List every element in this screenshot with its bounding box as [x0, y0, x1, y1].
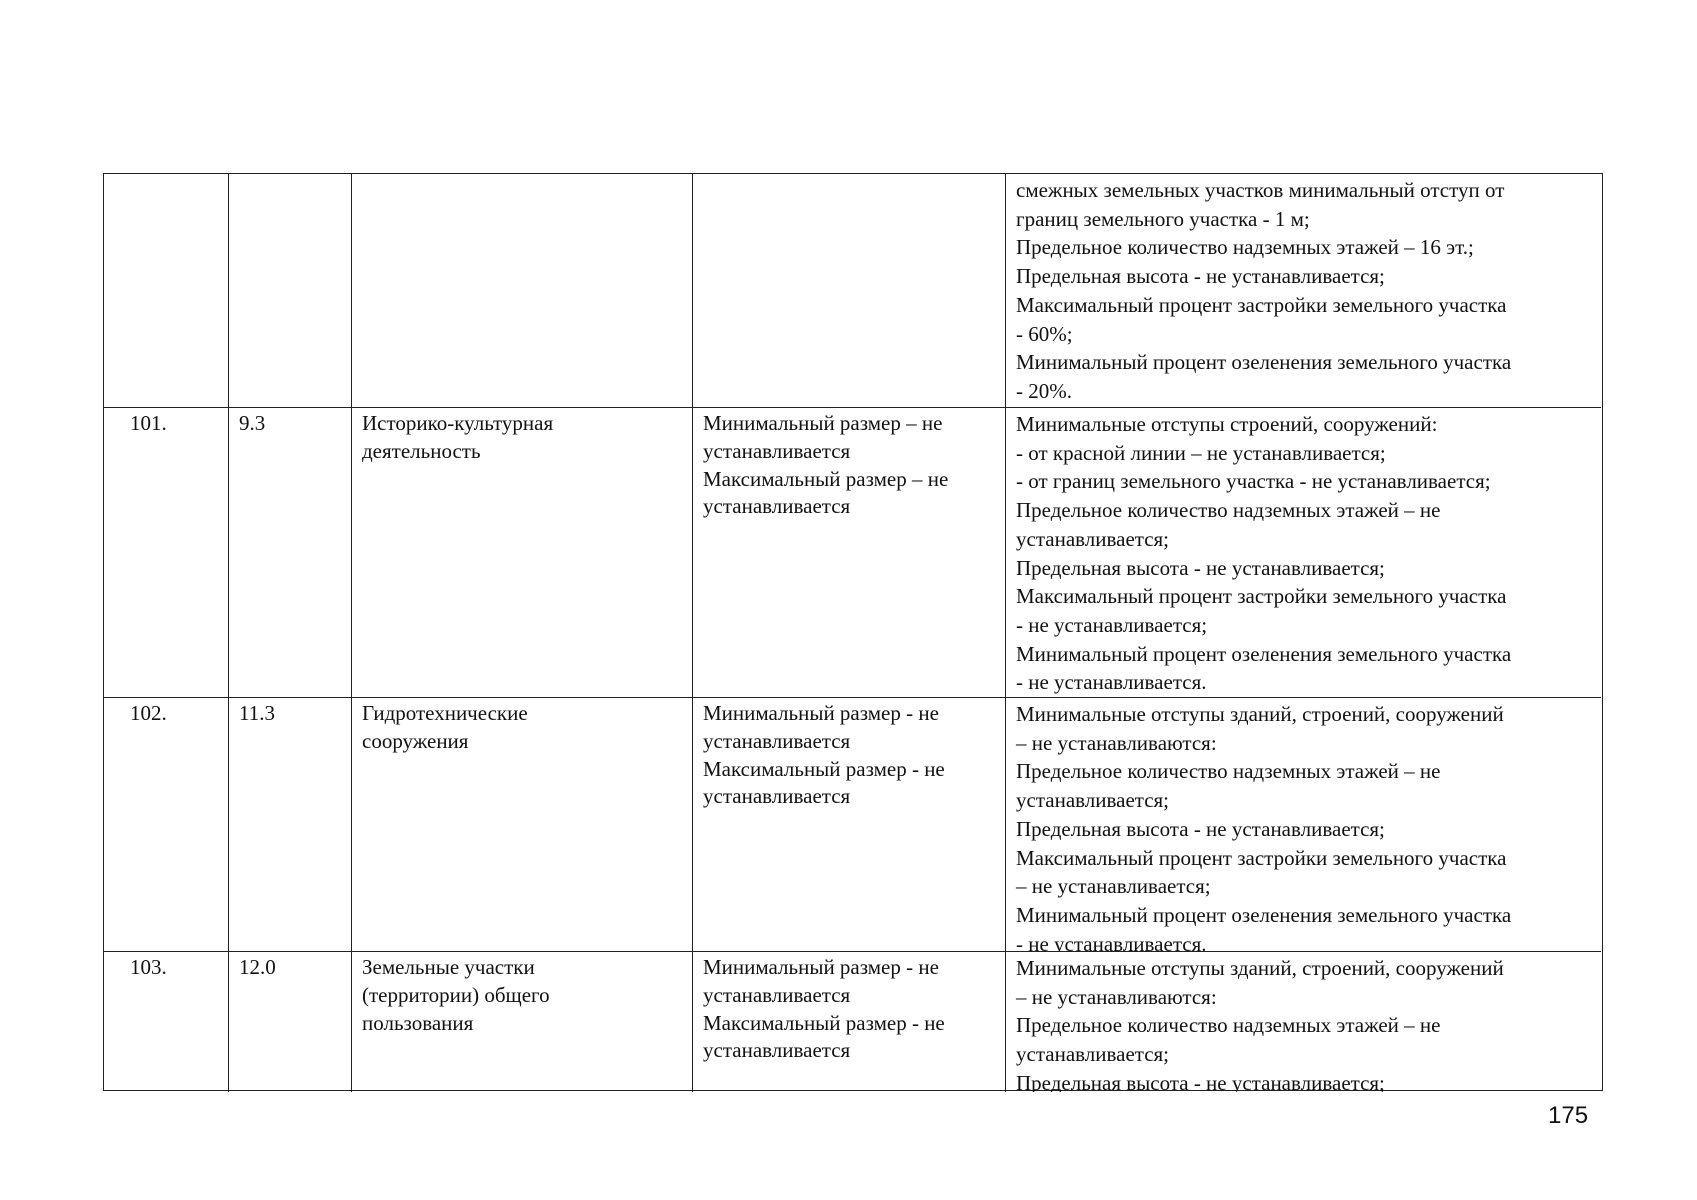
code-cell: 9.3	[229, 408, 352, 698]
cell-text-line: Минимальные отступы зданий, строений, со…	[1016, 702, 1504, 726]
code-cell: 12.0	[229, 952, 352, 1092]
cell-text-line: 12.0	[239, 955, 276, 979]
cell-text-line: устанавливается	[703, 784, 851, 809]
cell-text-line: Максимальный процент застройки земельног…	[1016, 845, 1507, 870]
cell-text-line: Минимальные отступы строений, сооружений…	[1016, 412, 1438, 436]
cell-text-line: - не устанавливается.	[1016, 931, 1207, 952]
row-number-cell: 103.	[104, 952, 229, 1092]
use-type-cell	[352, 174, 693, 408]
cell-text-line: устанавливается	[703, 728, 851, 753]
cell-text-line: Предельная высота - не устанавливается;	[1016, 264, 1385, 289]
cell-text-line: Максимальный размер – не	[703, 466, 949, 491]
cell-text-line: пользования	[362, 1010, 474, 1035]
cell-text-line: Минимальный размер - не	[703, 955, 939, 979]
cell-text-line: 101.	[130, 411, 167, 435]
cell-text-line: Минимальный процент озеленения земельног…	[1016, 350, 1512, 375]
cell-text-line: Предельная высота - не устанавливается;	[1016, 816, 1385, 841]
cell-text-line: 9.3	[239, 411, 266, 435]
cell-text-line: Минимальные отступы зданий, строений, со…	[1016, 956, 1504, 980]
cell-text-line: Предельное количество надземных этажей –…	[1016, 235, 1474, 260]
cell-text-line: - не устанавливается;	[1016, 612, 1208, 637]
cell-text-line: - 20%.	[1016, 378, 1072, 403]
code-cell	[229, 174, 352, 408]
cell-text-line: 103.	[130, 955, 167, 979]
page-number: 175	[1548, 1102, 1589, 1129]
cell-text-line: Предельное количество надземных этажей –…	[1016, 498, 1441, 523]
cell-text-line: – не устанавливаются:	[1016, 730, 1217, 755]
cell-text-line: устанавливается;	[1016, 526, 1170, 551]
cell-text-line: - от границ земельного участка - не уста…	[1016, 469, 1491, 494]
cell-text-line: 102.	[130, 701, 167, 725]
cell-text-line: Максимальный размер - не	[703, 1010, 945, 1035]
parameters-cell: Минимальные отступы зданий, строений, со…	[1006, 698, 1601, 952]
cell-text-line: устанавливается	[703, 438, 851, 463]
cell-text-line: устанавливается;	[1016, 788, 1170, 813]
cell-text-line: устанавливается	[703, 494, 851, 519]
cell-text-line: – не устанавливается;	[1016, 874, 1211, 899]
cell-text-line: - не устанавливается.	[1016, 670, 1207, 695]
parameters-cell: Минимальные отступы строений, сооружений…	[1006, 408, 1601, 698]
cell-text-line: Минимальный размер – не	[703, 411, 943, 435]
row-number-cell: 101.	[104, 408, 229, 698]
cell-text-line: устанавливается	[703, 1038, 851, 1063]
cell-text-line: – не устанавливаются:	[1016, 984, 1217, 1009]
cell-text-line: Минимальный размер - не	[703, 701, 939, 725]
use-type-cell: Историко-культурная деятельность	[352, 408, 693, 698]
plot-size-cell: Минимальный размер - не устанавливается Ма…	[693, 952, 1006, 1092]
plot-size-cell: Минимальный размер – не устанавливается Ма…	[693, 408, 1006, 698]
cell-text-line: Предельное количество надземных этажей –…	[1016, 1013, 1441, 1038]
cell-text-line: Предельная высота - не устанавливается;	[1016, 555, 1385, 580]
use-type-cell: Земельные участки (территории) общего поль…	[352, 952, 693, 1092]
plot-size-cell	[693, 174, 1006, 408]
cell-text-line: Минимальный процент озеленения земельног…	[1016, 902, 1512, 927]
parameters-cell: смежных земельных участков минимальный о…	[1006, 174, 1601, 408]
cell-text-line: Предельное количество надземных этажей –…	[1016, 759, 1441, 784]
cell-text-line: устанавливается	[703, 982, 851, 1007]
cell-text-line: Предельная высота - не устанавливается;	[1016, 1070, 1385, 1092]
cell-text-line: границ земельного участка - 1 м;	[1016, 206, 1310, 231]
cell-text-line: - от красной линии – не устанавливается;	[1016, 440, 1386, 465]
row-number-cell	[104, 174, 229, 408]
cell-text-line: Гидротехнические	[362, 701, 528, 725]
cell-text-line: Максимальный процент застройки земельног…	[1016, 292, 1507, 317]
row-number-cell: 102.	[104, 698, 229, 952]
cell-text-line: смежных земельных участков минимальный о…	[1016, 178, 1505, 202]
cell-text-line: 11.3	[239, 701, 275, 725]
parameters-cell: Минимальные отступы зданий, строений, со…	[1006, 952, 1601, 1092]
use-type-cell: Гидротехнические сооружения	[352, 698, 693, 952]
cell-text-line: Минимальный процент озеленения земельног…	[1016, 641, 1512, 666]
cell-text-line: сооружения	[362, 728, 469, 753]
cell-text-line: (территории) общего	[362, 982, 550, 1007]
cell-text-line: Максимальный процент застройки земельног…	[1016, 584, 1507, 609]
plot-size-cell: Минимальный размер - не устанавливается Ма…	[693, 698, 1006, 952]
regulations-table: смежных земельных участков минимальный о…	[103, 173, 1603, 1092]
cell-text-line: деятельность	[362, 438, 481, 463]
cell-text-line: устанавливается;	[1016, 1042, 1170, 1067]
cell-text-line: Историко-культурная	[362, 411, 554, 435]
code-cell: 11.3	[229, 698, 352, 952]
cell-text-line: Максимальный размер - не	[703, 756, 945, 781]
cell-text-line: Земельные участки	[362, 955, 535, 979]
cell-text-line: - 60%;	[1016, 321, 1073, 346]
